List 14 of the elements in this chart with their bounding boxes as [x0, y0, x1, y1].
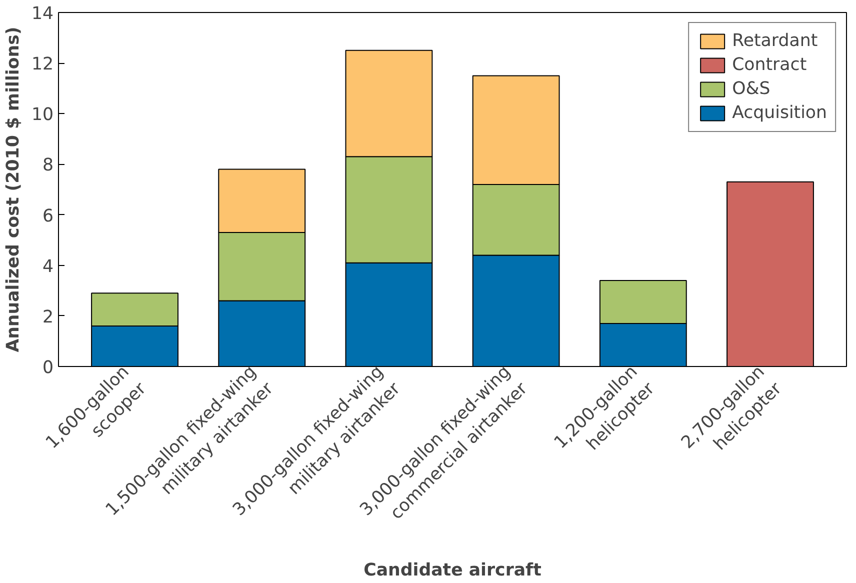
y-tick-label: 8	[42, 156, 54, 176]
y-tick-label: 6	[42, 206, 54, 226]
y-tick-label: 2	[42, 307, 54, 328]
x-axis-title: Candidate aircraft	[364, 560, 542, 581]
y-tick-label: 4	[42, 256, 54, 277]
legend-label: Acquisition	[732, 103, 827, 123]
legend-label: Contract	[732, 55, 807, 75]
y-tick-label: 14	[31, 4, 54, 24]
legend-label: Retardant	[732, 31, 818, 51]
bar	[726, 181, 814, 366]
y-axis-title: Annualized cost (2010 $ millions)	[3, 26, 24, 352]
y-tick-label: 12	[31, 54, 54, 75]
legend-label: O&S	[732, 79, 770, 99]
y-tick-label: 10	[31, 105, 54, 126]
